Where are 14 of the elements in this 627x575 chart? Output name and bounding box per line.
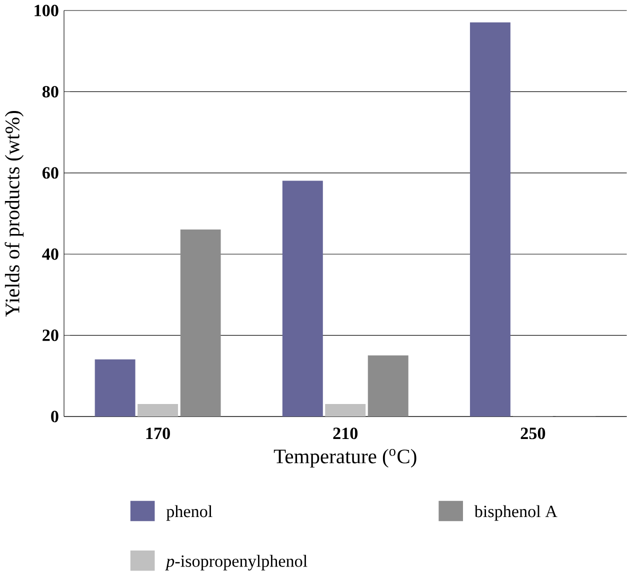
x-axis-title: Temperature ($^{o}$C) <box>274 449 416 468</box>
x-tick-label: 170 <box>146 428 170 440</box>
y-axis-title: Yields of products (wt%) <box>4 111 24 317</box>
y-tick-label: 20 <box>42 330 58 342</box>
legend-label: bisphenol A <box>474 505 558 521</box>
legend-label: phenol <box>166 505 212 521</box>
x-tick-label: 210 <box>333 428 358 440</box>
y-tick-label: 40 <box>42 248 58 260</box>
y-tick-label: 60 <box>42 167 58 179</box>
y-tick-label: 80 <box>42 86 58 98</box>
x-tick-label: 250 <box>520 428 546 440</box>
y-tick-label: 0 <box>51 410 58 422</box>
legend-label: p-isopropenylphenol <box>165 555 308 571</box>
y-tick-label: 100 <box>34 4 58 16</box>
